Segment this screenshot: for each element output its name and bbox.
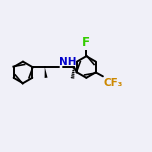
Text: F: F xyxy=(82,36,90,49)
Polygon shape xyxy=(45,67,48,78)
Text: NH: NH xyxy=(59,57,76,67)
Text: CF₃: CF₃ xyxy=(104,78,123,88)
